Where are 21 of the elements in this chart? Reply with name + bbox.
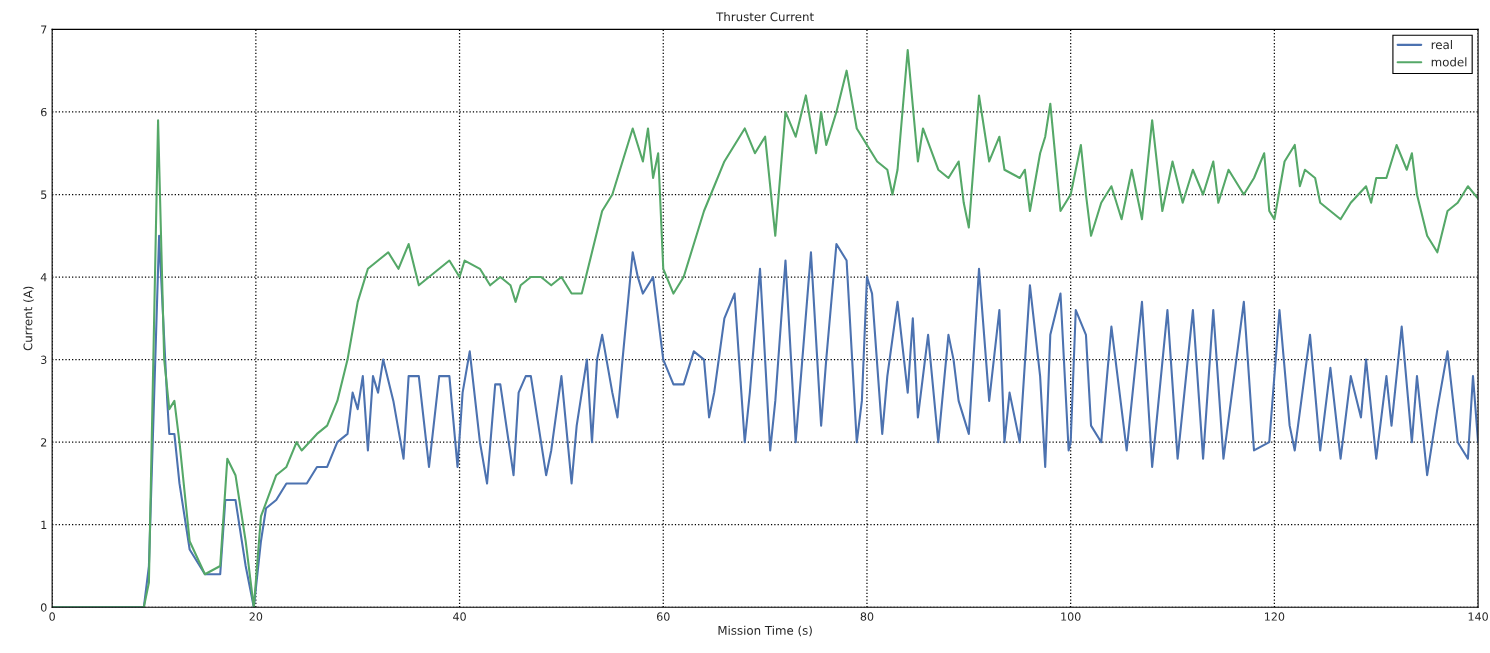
x-tick-label: 140 — [1468, 612, 1488, 621]
y-tick-label: 5 — [41, 190, 47, 199]
x-tick-label: 120 — [1264, 612, 1285, 621]
y-axis-title: Current (A) — [23, 286, 34, 351]
legend-label: model — [1431, 57, 1467, 67]
x-axis-title: Mission Time (s) — [718, 625, 812, 637]
y-tick-label: 6 — [41, 107, 47, 117]
y-tick-label: 7 — [41, 25, 47, 34]
y-tick-label: 0 — [40, 603, 47, 612]
y-tick-label: 1 — [41, 520, 47, 529]
x-tick-label: 40 — [453, 612, 466, 621]
legend-label: real — [1431, 40, 1452, 50]
x-tick-label: 60 — [656, 612, 670, 621]
x-tick-label: 100 — [1061, 612, 1081, 621]
x-tick-label: 20 — [249, 612, 263, 621]
y-tick-label: 2 — [41, 438, 47, 447]
y-tick-label: 4 — [40, 273, 47, 282]
x-tick-label: 80 — [860, 612, 874, 621]
chart-title: Thruster Current — [716, 12, 814, 22]
x-tick-label: 0 — [49, 612, 55, 621]
y-tick-label: 3 — [41, 355, 47, 364]
